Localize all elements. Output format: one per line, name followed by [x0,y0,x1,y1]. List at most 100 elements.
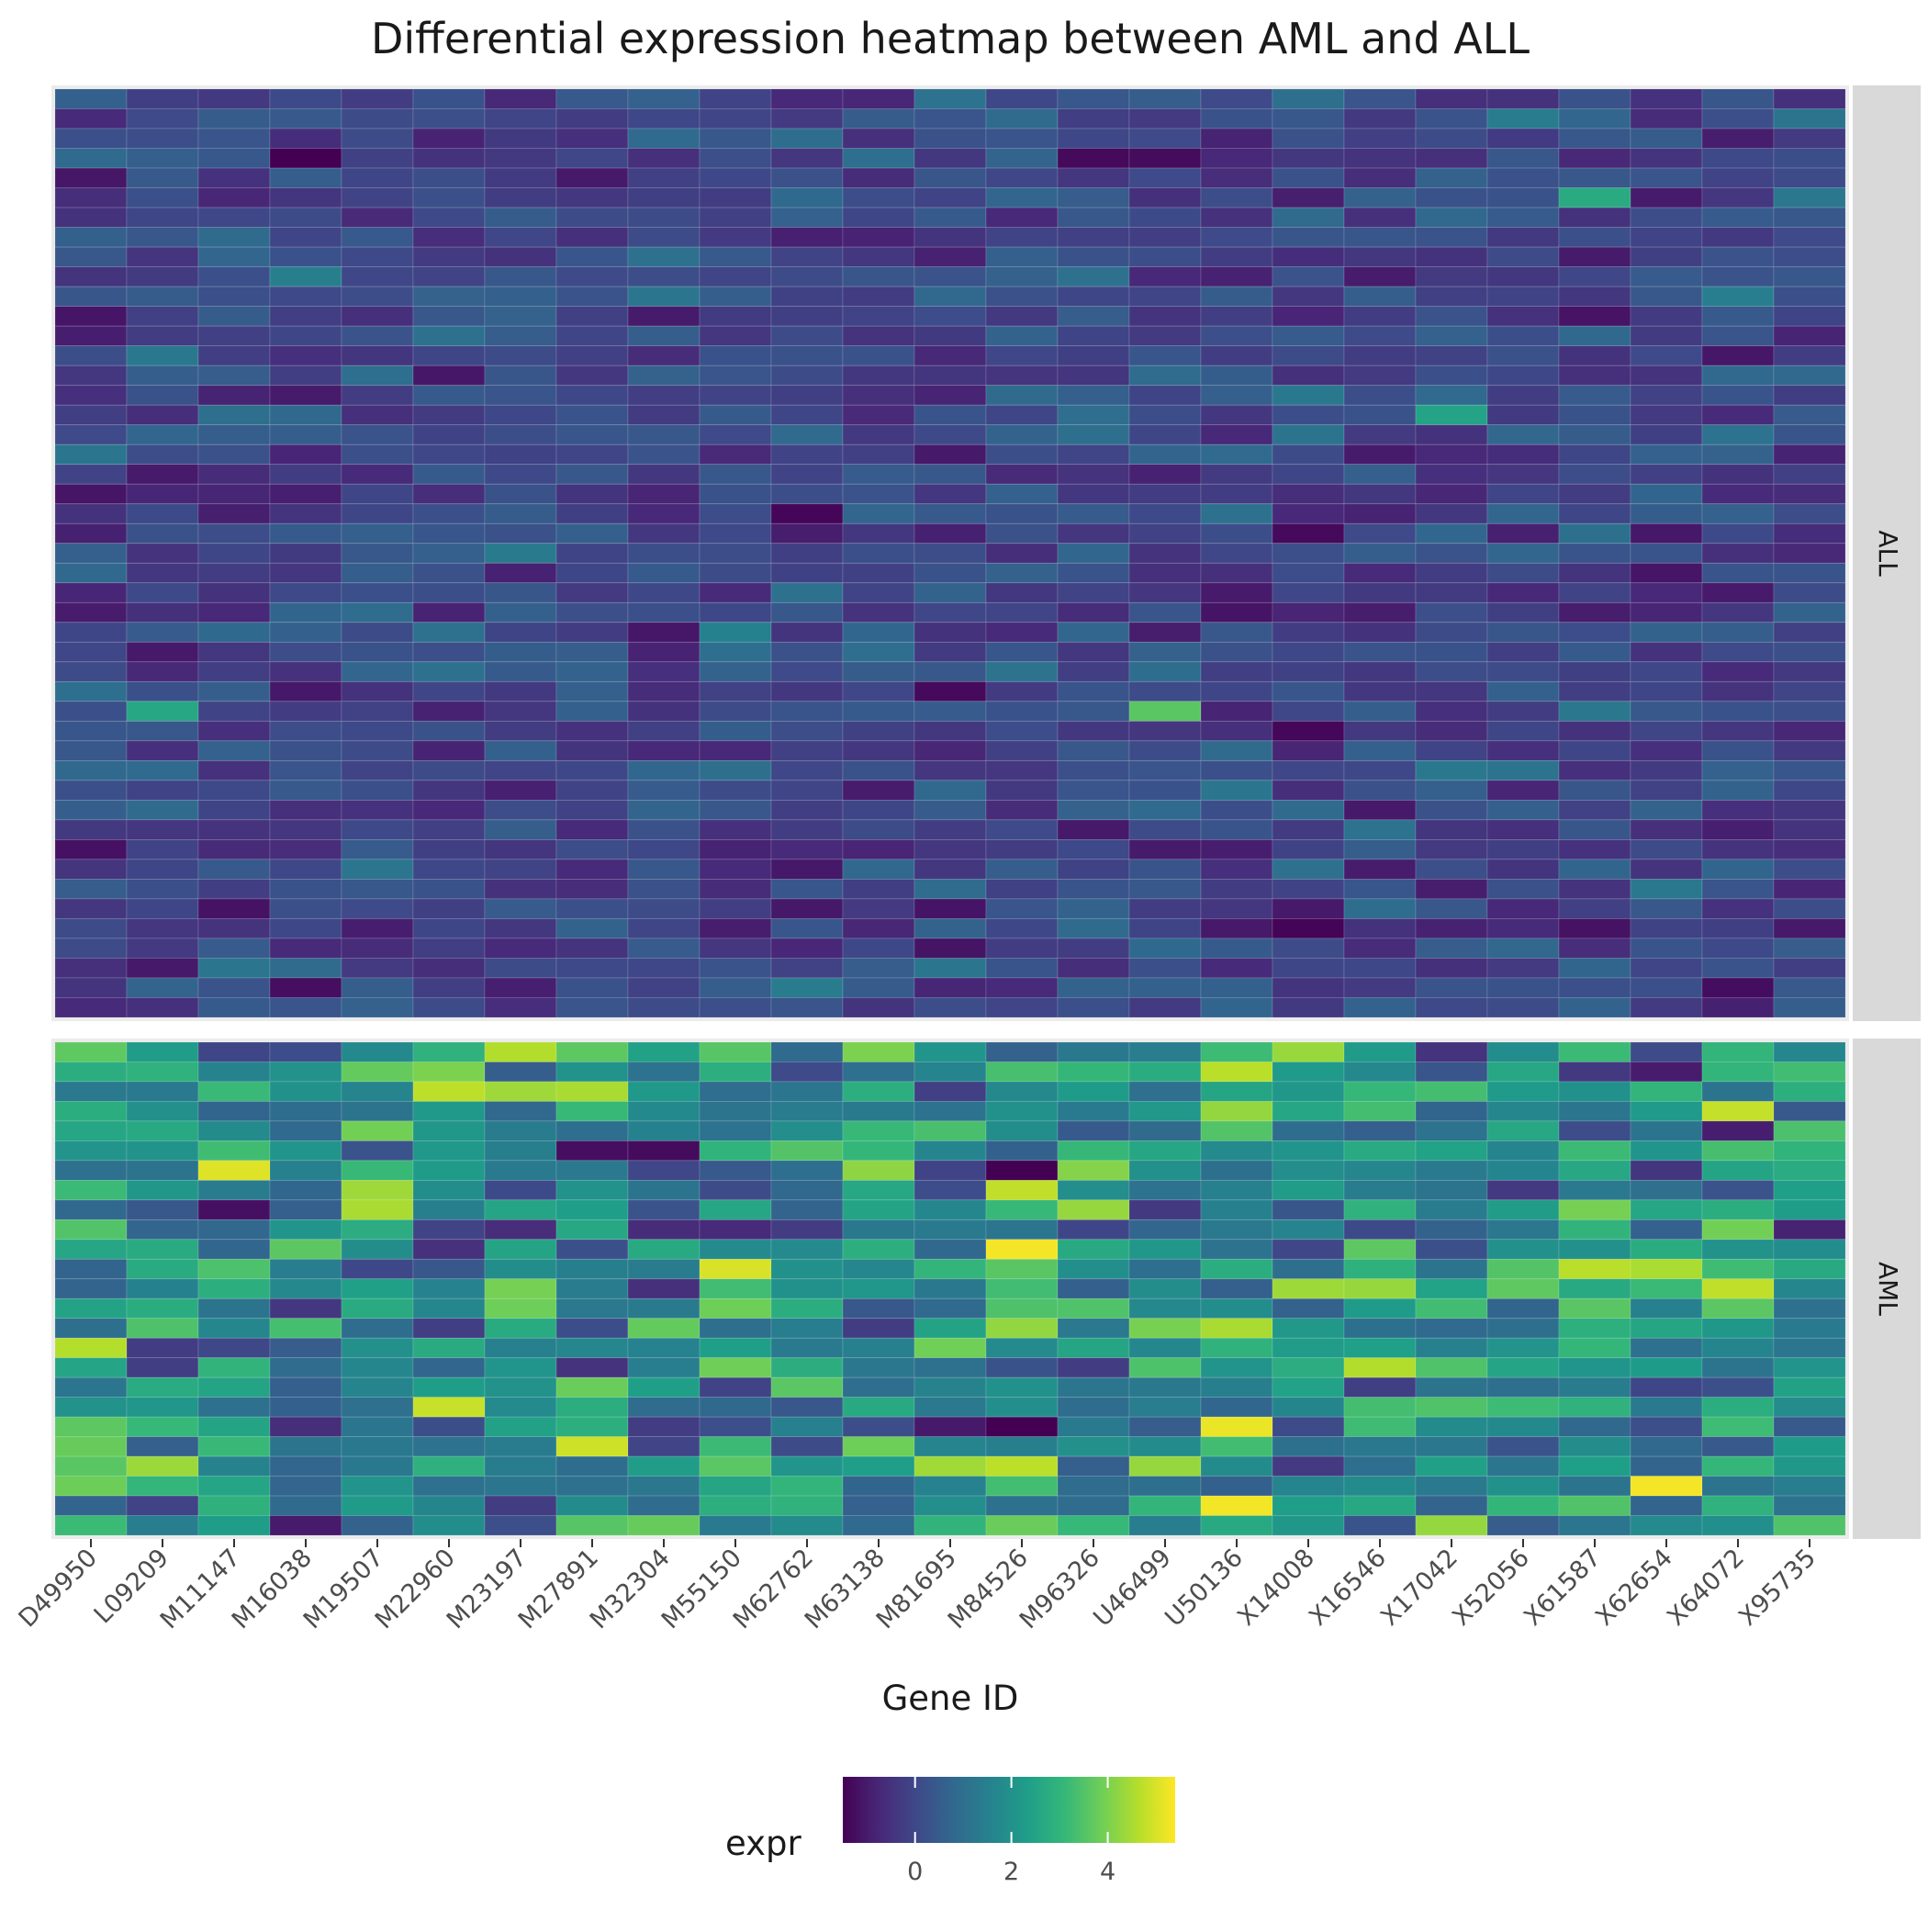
heatmap-cell [54,680,128,702]
heatmap-cell [1343,365,1417,387]
heatmap-cell [985,128,1059,149]
heatmap-cell [1200,1041,1273,1062]
heatmap-cell [197,1041,271,1062]
heatmap-cell [985,1515,1059,1536]
x-tick-label: X64072 [1662,1544,1750,1632]
heatmap-cell [1128,522,1202,545]
heatmap-cell [1701,1061,1775,1083]
heatmap-cell [341,1258,414,1280]
heatmap-cell [842,1476,915,1497]
heatmap-cell [1343,839,1417,860]
heatmap-cell [1630,1495,1703,1516]
heatmap-cell [1558,938,1631,959]
heatmap-cell [1558,1357,1631,1378]
heatmap-cell [1415,385,1488,406]
heatmap-cell [1415,1081,1488,1102]
heatmap-cell [627,661,701,682]
heatmap-cell [1773,385,1846,406]
heatmap-cell [555,1515,629,1536]
heatmap-cell [1128,266,1202,287]
heatmap-cell [341,997,414,1018]
heatmap-cell [1200,148,1273,169]
heatmap-cell [627,701,701,722]
heatmap-cell [1272,1318,1345,1339]
heatmap-cell [1773,464,1846,485]
heatmap-cell [1701,385,1775,406]
heatmap-cell [699,1515,772,1536]
heatmap-cell [914,1041,987,1062]
heatmap-cell [699,543,772,564]
heatmap-cell [1343,1397,1417,1418]
heatmap-cell [914,701,987,722]
heatmap-cell [269,1101,342,1122]
heatmap-cell [1343,1337,1417,1359]
heatmap-cell [197,720,271,742]
heatmap-cell [1343,167,1417,188]
heatmap-cell [770,522,844,545]
heatmap-cell [1128,385,1202,406]
heatmap-cell [1486,898,1560,919]
heatmap-cell [1415,88,1488,109]
heatmap-cell [914,799,987,821]
heatmap-cell [126,365,199,387]
heatmap-cell [1272,1239,1345,1260]
heatmap-cell [555,780,629,801]
heatmap-cell [1343,464,1417,485]
heatmap-cell [914,88,987,109]
heatmap-cell [985,759,1059,781]
heatmap-cell [54,701,128,722]
heatmap-cell [1773,1397,1846,1418]
heatmap-cell [126,799,199,821]
heatmap-cell [1773,1278,1846,1299]
heatmap-cell [699,1318,772,1339]
heatmap-cell [627,325,701,347]
heatmap-cell [1773,167,1846,188]
heatmap-cell [842,918,915,939]
heatmap-cell [842,385,915,406]
heatmap-cell [1200,246,1273,267]
heatmap-cell [1200,601,1273,623]
heatmap-cell [412,1219,486,1241]
heatmap-cell [770,266,844,287]
heatmap-cell [985,325,1059,347]
heatmap-cell [484,1160,557,1181]
heatmap-cell [1630,641,1703,663]
colorbar-tick-label: 4 [1100,1858,1115,1886]
chart-title: Differential expression heatmap between … [371,14,1530,63]
heatmap-cell [1200,582,1273,603]
heatmap-cell [1415,483,1488,505]
heatmap-cell [126,1318,199,1339]
heatmap-cell [269,1357,342,1378]
heatmap-cell [412,325,486,347]
heatmap-cell [1057,918,1130,939]
heatmap-cell [842,977,915,998]
heatmap-cell [699,1199,772,1220]
heatmap-cell [1272,997,1345,1018]
heatmap-cell [699,167,772,188]
heatmap-cell [1701,819,1775,840]
heatmap-cell [341,464,414,485]
heatmap-cell [1773,187,1846,208]
heatmap-cell [985,1357,1059,1378]
heatmap-cell [627,1120,701,1141]
heatmap-cell [627,1179,701,1201]
heatmap-cell [1558,701,1631,722]
heatmap-cell [842,997,915,1018]
heatmap-cell [627,780,701,801]
heatmap-cell [269,799,342,821]
heatmap-cell [1630,345,1703,366]
heatmap-cell [1272,1081,1345,1102]
heatmap-cell [555,483,629,505]
heatmap-cell [627,859,701,880]
heatmap-cell [412,1120,486,1141]
heatmap-cell [1415,701,1488,722]
heatmap-cell [269,641,342,663]
heatmap-cell [197,879,271,900]
heatmap-cell [770,1318,844,1339]
heatmap-cell [1272,1337,1345,1359]
heatmap-cell [1128,1495,1202,1516]
heatmap-cell [484,977,557,998]
heatmap-cell [1773,1476,1846,1497]
heatmap-cell [555,1179,629,1201]
